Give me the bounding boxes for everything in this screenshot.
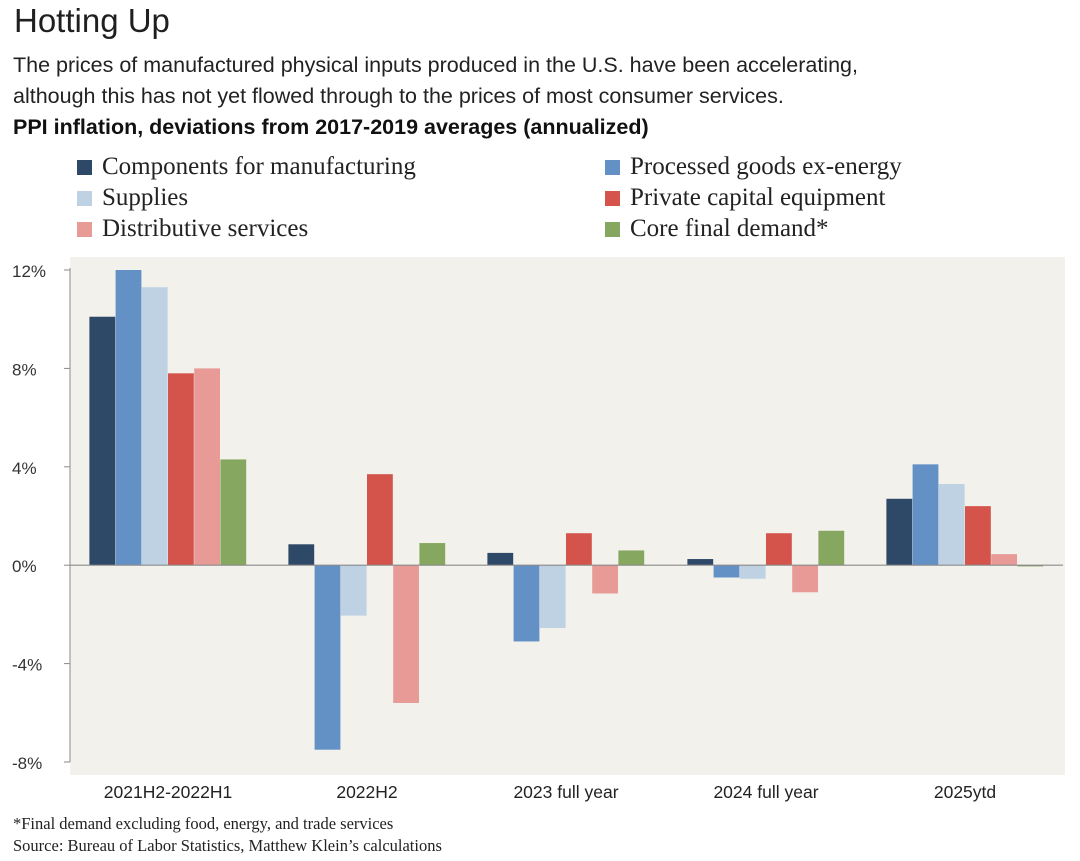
legend-swatch bbox=[77, 159, 92, 175]
legend-item-core-final-demand: Core final demand* bbox=[605, 215, 829, 243]
y-tick-label: 8% bbox=[12, 360, 37, 379]
bar-2022h2-private-capital-equipment bbox=[367, 474, 393, 566]
x-tick-label: 2021H2-2022H1 bbox=[104, 782, 232, 802]
bar-2025ytd-components-for-manufacturing bbox=[886, 498, 913, 566]
bar-2025ytd-processed-goods-ex-energy bbox=[912, 464, 939, 566]
bar-2023-full-year-components-for-manufacturing bbox=[487, 552, 514, 566]
legend-item-private-capital-equipment: Private capital equipment bbox=[605, 184, 885, 212]
x-tick-label: 2023 full year bbox=[513, 782, 618, 802]
bar-2022h2-distributive-services bbox=[393, 565, 419, 703]
bar-2025ytd-distributive-services bbox=[991, 554, 1017, 566]
x-tick-label: 2022H2 bbox=[336, 782, 397, 802]
legend-label: Components for manufacturing bbox=[102, 153, 416, 180]
legend-swatch bbox=[605, 221, 620, 237]
subtitle-line-2: although this has not yet flowed through… bbox=[13, 84, 784, 108]
bar-2023-full-year-core-final-demand bbox=[618, 550, 645, 566]
bar-2023-full-year-distributive-services bbox=[592, 565, 618, 594]
bar-2023-full-year-processed-goods-ex-energy bbox=[513, 565, 540, 642]
y-tick-label: 0% bbox=[12, 557, 37, 576]
legend-label: Private capital equipment bbox=[630, 184, 886, 211]
legend-label: Core final demand* bbox=[630, 215, 829, 242]
bar-2024-full-year-core-final-demand bbox=[818, 530, 845, 566]
footnote: *Final demand excluding food, energy, an… bbox=[13, 814, 394, 833]
legend-swatch bbox=[77, 190, 92, 206]
bar-2024-full-year-private-capital-equipment bbox=[766, 533, 792, 566]
x-tick-label: 2025ytd bbox=[934, 782, 996, 802]
y-tick-label: 12% bbox=[12, 262, 46, 281]
bar-2021h2-2022h1-distributive-services bbox=[194, 368, 220, 566]
bar-2022h2-supplies bbox=[340, 565, 367, 616]
legend-item-processed-goods-ex-energy: Processed goods ex-energy bbox=[605, 153, 902, 181]
bar-2024-full-year-supplies bbox=[739, 565, 766, 579]
legend-swatch bbox=[605, 159, 620, 175]
bar-2022h2-processed-goods-ex-energy bbox=[314, 565, 341, 750]
chart-subtitle: The prices of manufactured physical inpu… bbox=[13, 50, 1073, 112]
y-tick-label: -8% bbox=[12, 754, 42, 773]
bar-2022h2-components-for-manufacturing bbox=[288, 544, 315, 566]
chart-title: Hotting Up bbox=[14, 2, 170, 39]
legend-item-supplies: Supplies bbox=[77, 184, 188, 212]
legend-label: Supplies bbox=[102, 184, 189, 211]
y-tick-label: 4% bbox=[12, 459, 37, 478]
bar-2025ytd-private-capital-equipment bbox=[965, 506, 991, 566]
bar-2021h2-2022h1-supplies bbox=[141, 287, 168, 566]
subtitle-line-1: The prices of manufactured physical inpu… bbox=[13, 53, 858, 77]
x-tick-label: 2024 full year bbox=[713, 782, 818, 802]
legend-label: Processed goods ex-energy bbox=[630, 153, 902, 180]
legend-swatch bbox=[605, 190, 620, 206]
legend-item-distributive-services: Distributive services bbox=[77, 215, 308, 243]
bar-2021h2-2022h1-private-capital-equipment bbox=[168, 373, 194, 566]
bar-2021h2-2022h1-core-final-demand bbox=[220, 459, 247, 566]
bar-2025ytd-core-final-demand bbox=[1017, 565, 1044, 567]
bar-2024-full-year-components-for-manufacturing bbox=[687, 559, 714, 566]
bar-2021h2-2022h1-components-for-manufacturing bbox=[89, 316, 116, 566]
bar-chart: -8% -4% 0% 4% 8% 12% 2021H2-2022H1 2022H2 2023 f… bbox=[12, 257, 1065, 802]
bar-2023-full-year-supplies bbox=[539, 565, 566, 628]
chart-heading: PPI inflation, deviations from 2017-2019… bbox=[13, 115, 649, 139]
legend-label: Distributive services bbox=[102, 215, 309, 242]
bar-2022h2-core-final-demand bbox=[419, 543, 446, 566]
source-note: Source: Bureau of Labor Statistics, Matt… bbox=[13, 836, 442, 855]
y-tick-label: -4% bbox=[12, 656, 42, 675]
legend-swatch bbox=[77, 221, 92, 237]
bar-2025ytd-supplies bbox=[938, 484, 965, 566]
bar-2021h2-2022h1-processed-goods-ex-energy bbox=[115, 270, 142, 566]
bar-2024-full-year-distributive-services bbox=[792, 565, 818, 593]
bar-2024-full-year-processed-goods-ex-energy bbox=[713, 565, 740, 578]
legend-item-components-for-manufacturing: Components for manufacturing bbox=[77, 153, 416, 181]
bar-2023-full-year-private-capital-equipment bbox=[566, 533, 592, 566]
